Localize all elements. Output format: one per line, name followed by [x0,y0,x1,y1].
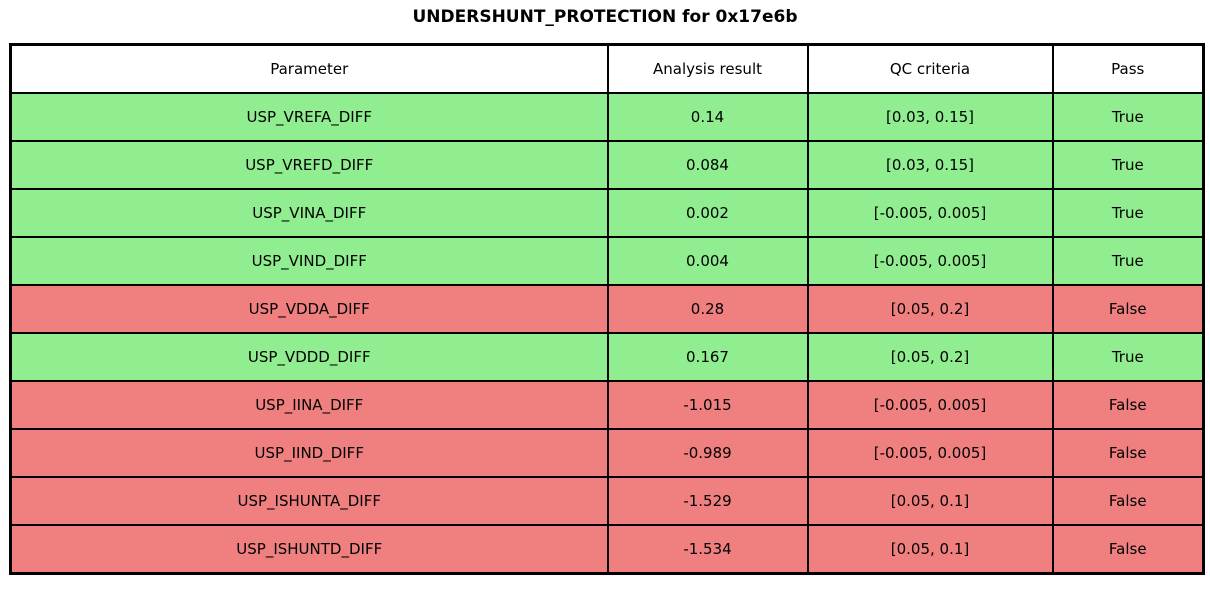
qc-criteria-cell: [0.05, 0.1] [806,476,1054,526]
parameter-cell: USP_VINA_DIFF [9,188,609,238]
analysis-result-cell: -1.534 [606,524,809,575]
qc-criteria-cell: [0.03, 0.15] [806,140,1054,190]
analysis-result-cell: 0.14 [606,92,809,142]
qc-criteria-cell: [-0.005, 0.005] [806,188,1054,238]
parameter-cell: USP_ISHUNTA_DIFF [9,476,609,526]
qc-criteria-cell: [0.05, 0.1] [806,524,1054,575]
parameter-cell: USP_IIND_DIFF [9,428,609,478]
pass-cell: True [1051,140,1205,190]
parameter-cell: USP_VIND_DIFF [9,236,609,286]
table-row: USP_IINA_DIFF -1.015 [-0.005, 0.005] False [9,380,1205,430]
table-row: USP_VDDA_DIFF 0.28 [0.05, 0.2] False [9,284,1205,334]
table-header-row: Parameter Analysis result QC criteria Pass [9,43,1205,94]
table-header: Parameter Analysis result QC criteria Pass [9,43,1205,94]
header-cell-analysis-result: Analysis result [606,43,809,94]
pass-cell: True [1051,92,1205,142]
table-body: USP_VREFA_DIFF 0.14 [0.03, 0.15] True USP_VR… [9,92,1205,575]
pass-cell: True [1051,332,1205,382]
parameter-cell: USP_VDDA_DIFF [9,284,609,334]
qc-criteria-cell: [0.05, 0.2] [806,284,1054,334]
parameter-cell: USP_VDDD_DIFF [9,332,609,382]
qc-criteria-cell: [-0.005, 0.005] [806,236,1054,286]
table-row: USP_ISHUNTA_DIFF -1.529 [0.05, 0.1] False [9,476,1205,526]
header-cell-qc-criteria: QC criteria [806,43,1054,94]
qc-criteria-cell: [0.05, 0.2] [806,332,1054,382]
parameter-cell: USP_IINA_DIFF [9,380,609,430]
qc-criteria-cell: [-0.005, 0.005] [806,380,1054,430]
pass-cell: False [1051,284,1205,334]
pass-cell: True [1051,188,1205,238]
table-title: UNDERSHUNT_PROTECTION for 0x17e6b [412,7,798,27]
pass-cell: False [1051,380,1205,430]
header-cell-parameter: Parameter [9,43,609,94]
pass-cell: False [1051,524,1205,575]
parameter-cell: USP_VREFA_DIFF [9,92,609,142]
parameter-cell: USP_VREFD_DIFF [9,140,609,190]
analysis-result-cell: 0.28 [606,284,809,334]
analysis-result-cell: 0.002 [606,188,809,238]
table-row: USP_VDDD_DIFF 0.167 [0.05, 0.2] True [9,332,1205,382]
header-cell-pass: Pass [1051,43,1205,94]
table-row: USP_VIND_DIFF 0.004 [-0.005, 0.005] True [9,236,1205,286]
analysis-result-cell: 0.084 [606,140,809,190]
table-row: USP_VREFD_DIFF 0.084 [0.03, 0.15] True [9,140,1205,190]
analysis-result-cell: -1.015 [606,380,809,430]
analysis-result-cell: -0.989 [606,428,809,478]
parameter-cell: USP_ISHUNTD_DIFF [9,524,609,575]
analysis-result-cell: 0.167 [606,332,809,382]
qc-criteria-cell: [0.03, 0.15] [806,92,1054,142]
pass-cell: False [1051,476,1205,526]
pass-cell: True [1051,236,1205,286]
table-row: USP_VINA_DIFF 0.002 [-0.005, 0.005] True [9,188,1205,238]
analysis-result-cell: 0.004 [606,236,809,286]
qc-criteria-cell: [-0.005, 0.005] [806,428,1054,478]
table-row: USP_ISHUNTD_DIFF -1.534 [0.05, 0.1] False [9,524,1205,575]
table-row: USP_IIND_DIFF -0.989 [-0.005, 0.005] False [9,428,1205,478]
qc-results-table: Parameter Analysis result QC criteria Pass … [9,43,1205,575]
table-row: USP_VREFA_DIFF 0.14 [0.03, 0.15] True [9,92,1205,142]
analysis-result-cell: -1.529 [606,476,809,526]
pass-cell: False [1051,428,1205,478]
